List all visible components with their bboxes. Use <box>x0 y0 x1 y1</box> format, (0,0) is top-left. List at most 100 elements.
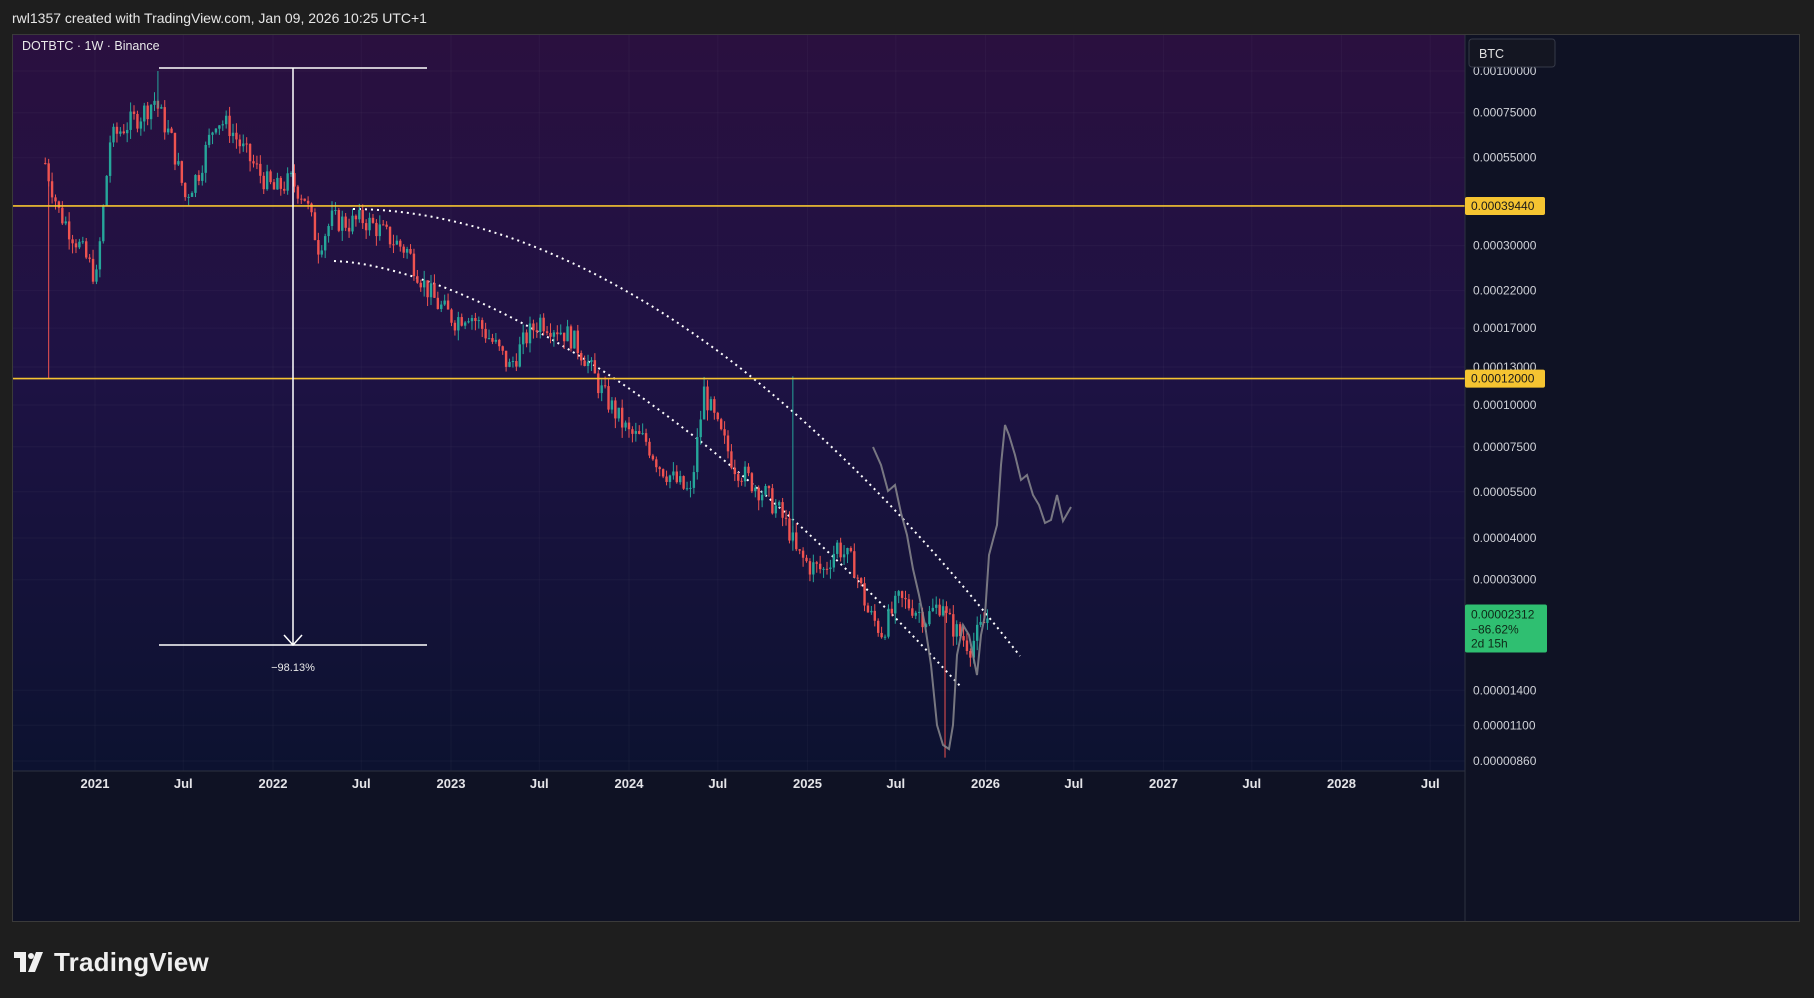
candle <box>556 325 559 341</box>
candle <box>552 329 556 347</box>
candle <box>64 216 67 226</box>
candle <box>754 484 757 498</box>
candle <box>914 610 917 620</box>
candle <box>98 237 102 278</box>
candle <box>409 244 412 255</box>
plot-background <box>13 35 1465 771</box>
candle <box>262 172 265 195</box>
candle <box>85 237 88 260</box>
candle <box>723 421 726 444</box>
candle <box>788 511 791 544</box>
candle <box>740 477 743 486</box>
candle <box>115 122 119 143</box>
candle <box>665 470 668 486</box>
candle <box>306 196 310 210</box>
candle <box>730 444 733 470</box>
horizontal-levels[interactable] <box>13 205 1465 380</box>
candle <box>836 540 839 559</box>
candle <box>515 353 518 372</box>
candle <box>201 165 204 186</box>
ghost-projection-line[interactable] <box>872 424 1072 751</box>
candle <box>737 472 740 488</box>
candle <box>81 236 85 245</box>
price-chart[interactable]: −98.13% 0.001000000.000750000.000550000.… <box>13 35 1799 921</box>
candle <box>651 453 655 461</box>
chart-credit: rwl1357 created with TradingView.com, Ja… <box>12 10 427 26</box>
candle <box>931 598 935 613</box>
candle <box>364 219 368 239</box>
candle <box>689 480 692 498</box>
candle <box>586 354 590 374</box>
candle <box>679 470 682 485</box>
candle <box>494 333 498 344</box>
candle <box>204 141 207 183</box>
chart-panel[interactable]: −98.13% 0.00100000 0.00075000 0.00055000 0.… <box>12 34 1800 922</box>
candle <box>105 175 108 207</box>
candle <box>91 249 95 285</box>
candle <box>812 554 815 583</box>
candle <box>716 411 719 422</box>
candle <box>327 223 330 243</box>
candle <box>907 594 911 611</box>
time-tick-label: Jul <box>708 776 727 791</box>
candle <box>897 589 900 604</box>
currency-button[interactable] <box>1468 38 1556 68</box>
level-tag-box <box>1465 196 1545 215</box>
measure-tool[interactable]: −98.13% <box>159 67 427 674</box>
time-tick-label: Jul <box>886 776 905 791</box>
candle <box>197 170 201 186</box>
candle <box>880 626 883 639</box>
time-tick-label: Jul <box>1064 776 1083 791</box>
measure-arrow-icon <box>283 634 303 647</box>
candle <box>412 248 416 281</box>
candle <box>655 456 658 473</box>
candle <box>388 226 392 248</box>
candle <box>125 122 129 143</box>
candle <box>610 397 614 414</box>
candle <box>661 468 665 479</box>
candle <box>801 547 805 567</box>
candle <box>446 293 450 310</box>
candle <box>136 110 139 133</box>
candle <box>361 204 364 229</box>
candle <box>436 291 440 310</box>
candle <box>231 123 235 144</box>
price-tick-label: 0.00055000 <box>1473 151 1537 165</box>
candle <box>713 396 716 420</box>
candle <box>726 430 730 459</box>
candle <box>498 338 501 351</box>
candlestick-series <box>44 71 989 758</box>
candle <box>323 233 327 259</box>
candle <box>805 554 808 563</box>
candle <box>822 566 825 578</box>
candle <box>528 316 532 353</box>
candle <box>358 203 361 223</box>
candle <box>627 417 631 438</box>
candle <box>129 102 132 139</box>
candle <box>166 119 170 135</box>
candle <box>856 574 859 589</box>
candle <box>986 609 989 630</box>
price-tick-label: 0.00030000 <box>1473 239 1537 253</box>
candle <box>781 497 784 527</box>
projection-line[interactable] <box>872 424 1072 751</box>
candle <box>375 219 378 246</box>
candle <box>771 483 774 515</box>
candle <box>44 157 47 165</box>
candle <box>50 172 54 204</box>
candle <box>842 545 846 565</box>
candle <box>224 110 228 129</box>
candle <box>207 128 211 148</box>
candle <box>501 345 504 355</box>
candle <box>190 191 194 197</box>
candle <box>702 376 706 420</box>
candle <box>965 633 969 655</box>
candle <box>521 324 525 355</box>
candle <box>620 399 624 438</box>
candle <box>54 194 57 210</box>
candle <box>235 123 238 149</box>
candle <box>597 370 600 399</box>
candle <box>917 603 921 623</box>
time-axis-background <box>13 771 1465 921</box>
candle <box>825 561 829 575</box>
